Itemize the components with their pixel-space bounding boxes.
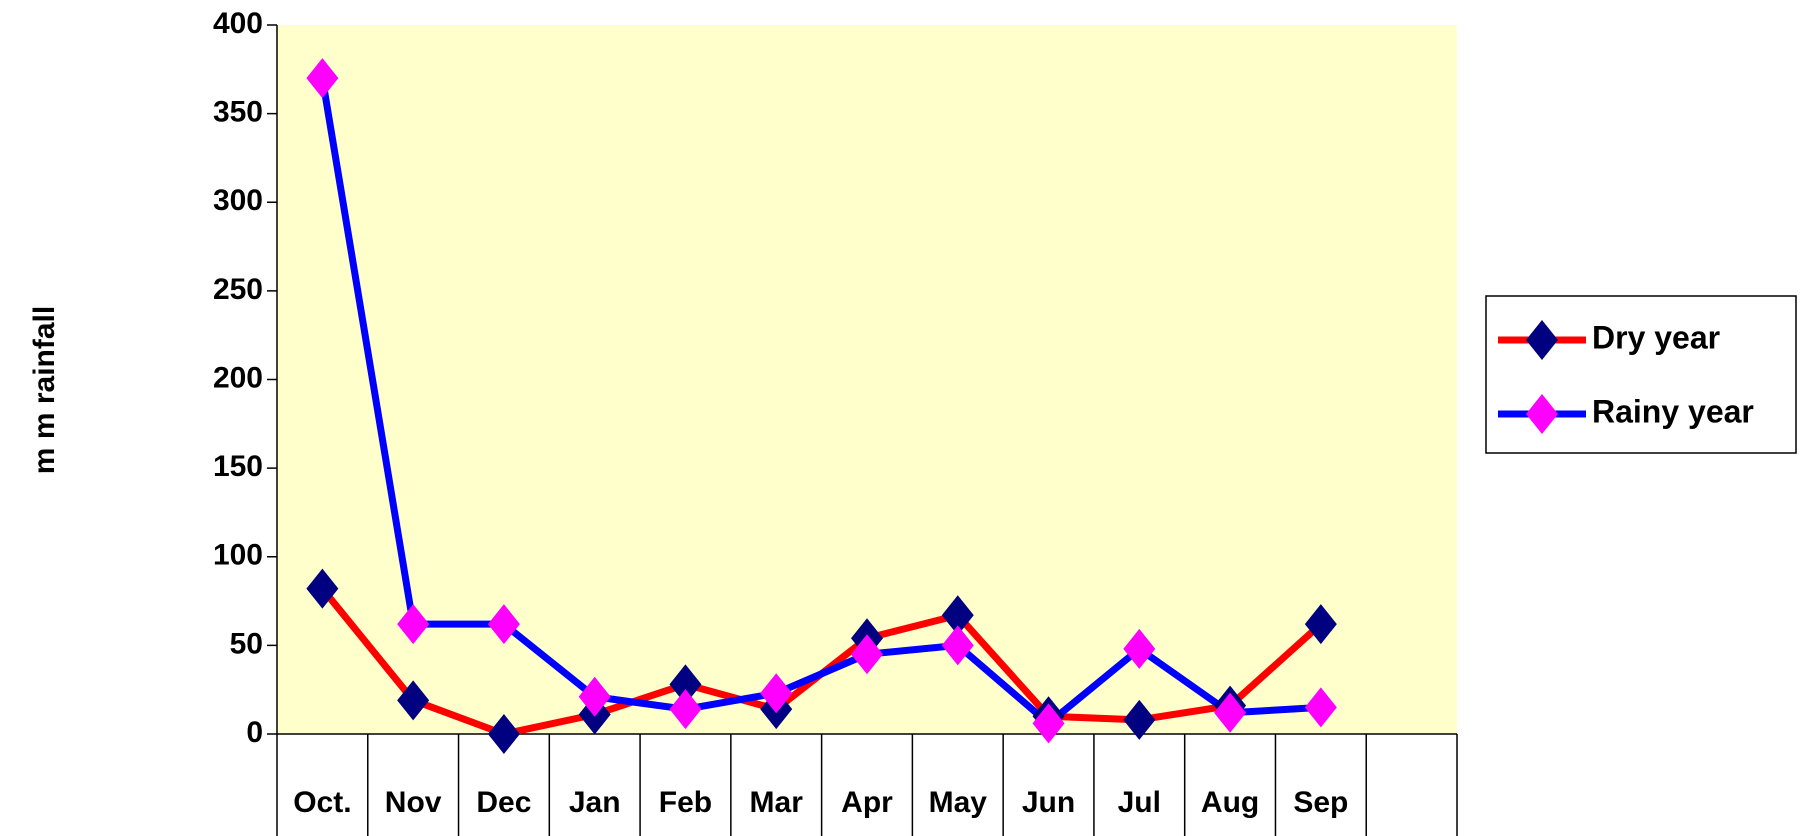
marker <box>1032 703 1065 744</box>
marker <box>487 604 520 645</box>
x-tick-label: Sep <box>1293 786 1348 819</box>
marker <box>1214 692 1247 733</box>
y-tick-label: 50 <box>230 627 263 660</box>
y-tick-label: 300 <box>213 184 263 217</box>
marker <box>1123 628 1156 669</box>
marker <box>1304 687 1337 728</box>
marker <box>578 676 611 717</box>
y-tick-label: 400 <box>213 7 263 40</box>
y-tick-label: 150 <box>213 450 263 483</box>
y-tick-label: 100 <box>213 539 263 572</box>
y-axis-label: m m rainfall <box>28 306 61 474</box>
x-tick-label: Feb <box>659 786 712 819</box>
x-tick-label: May <box>929 786 988 819</box>
legend-label: Rainy year <box>1592 393 1754 429</box>
marker <box>397 604 430 645</box>
marker <box>851 634 883 675</box>
legend-marker <box>1526 394 1558 434</box>
x-tick-label: Oct. <box>293 786 351 819</box>
marker <box>669 664 702 705</box>
marker <box>306 568 339 609</box>
legend-marker <box>1526 320 1558 360</box>
y-tick-label: 200 <box>213 361 263 394</box>
marker <box>397 680 430 721</box>
marker <box>669 689 702 730</box>
plot-area <box>277 25 1457 734</box>
marker <box>941 595 974 636</box>
marker <box>1304 604 1337 645</box>
x-tick-label: Aug <box>1201 786 1259 819</box>
legend-label: Dry year <box>1592 319 1720 355</box>
x-tick-label: Jul <box>1118 786 1161 819</box>
x-tick-label: Nov <box>385 786 442 819</box>
y-tick-label: 350 <box>213 96 263 129</box>
marker <box>760 673 793 714</box>
x-tick-label: Jun <box>1022 786 1075 819</box>
x-tick-label: Jan <box>569 786 621 819</box>
y-tick-label: 250 <box>213 273 263 306</box>
x-tick-label: Apr <box>841 786 893 819</box>
y-tick-label: 0 <box>246 716 263 749</box>
marker <box>306 58 339 99</box>
marker <box>941 625 974 666</box>
x-tick-label: Dec <box>476 786 531 819</box>
x-tick-label: Mar <box>750 786 804 819</box>
marker <box>487 714 520 754</box>
marker <box>1123 699 1156 740</box>
